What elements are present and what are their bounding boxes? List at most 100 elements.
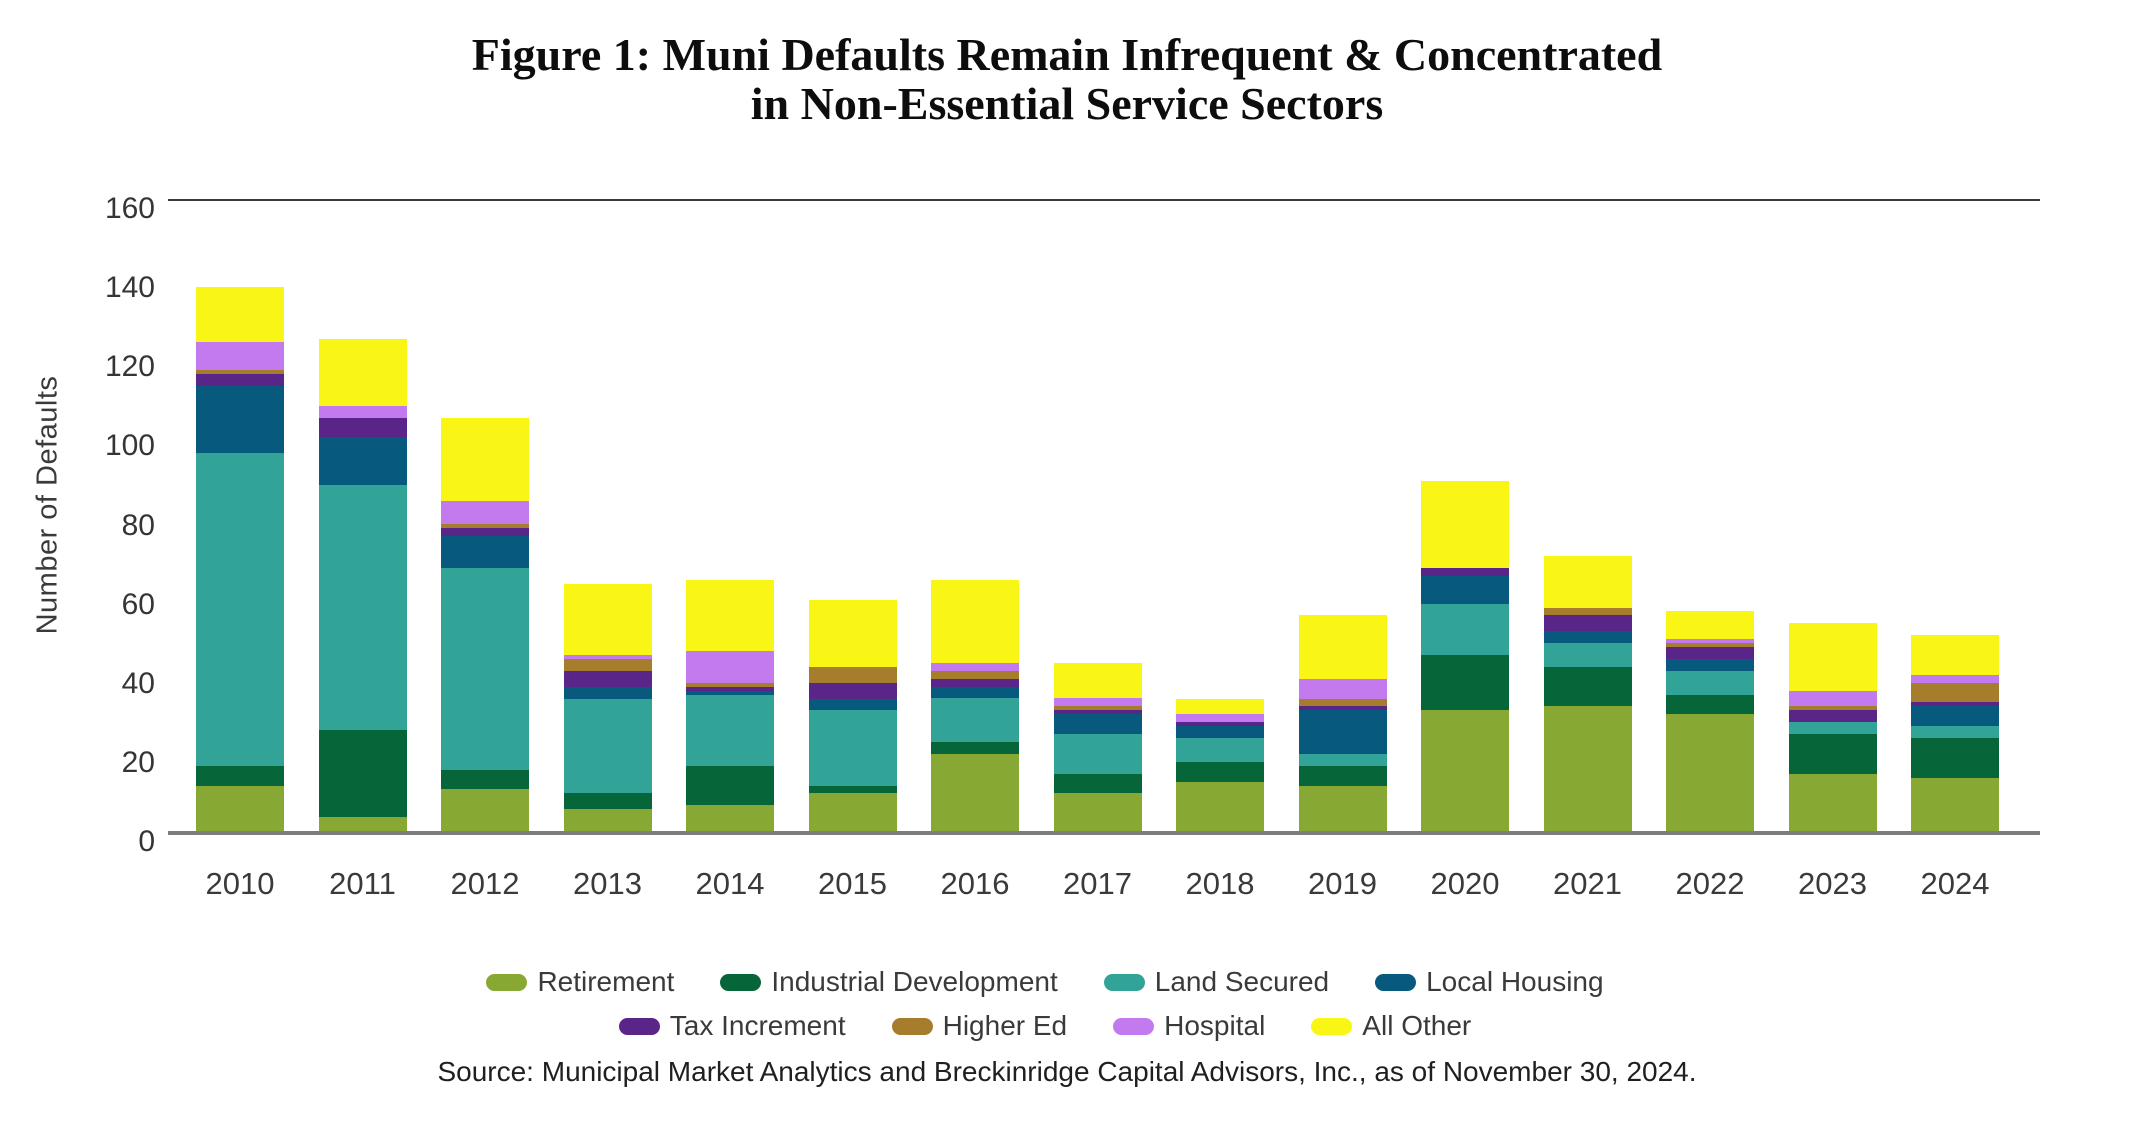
segment-hospital-2018: [1176, 714, 1264, 723]
segment-tax-increment-2015: [808, 682, 897, 699]
chart-title-line2: in Non-Essential Service Sectors: [750, 78, 1384, 129]
bar-2013: [563, 583, 652, 833]
segment-all-other-2018: [1176, 698, 1264, 715]
segment-tax-increment-2016: [931, 678, 1019, 687]
bar-2011: [318, 338, 407, 833]
legend-swatch-local-housing: [1375, 973, 1417, 991]
segment-hospital-2013: [563, 655, 652, 659]
segment-tax-increment-2010: [196, 374, 284, 386]
segment-local-housing-2014: [686, 690, 774, 695]
legend-label-land-secured: Land Secured: [1154, 966, 1330, 997]
segment-all-other-2017: [1053, 662, 1142, 699]
legend-swatch-tax-increment: [618, 1017, 660, 1035]
segment-industrial-development-2017: [1053, 773, 1142, 794]
legend-label-industrial-development: Industrial Development: [771, 966, 1058, 997]
segment-all-other-2010: [196, 287, 284, 343]
segment-land-secured-2016: [931, 698, 1019, 742]
segment-higher-ed-2012: [441, 524, 529, 529]
x-label-2010: 2010: [205, 866, 275, 901]
legend-label-all-other: All Other: [1362, 1010, 1472, 1041]
segment-higher-ed-2013: [563, 658, 652, 671]
x-label-2015: 2015: [818, 866, 887, 901]
segment-hospital-2019: [1298, 678, 1387, 699]
legend-item-local-housing: Local Housing: [1375, 966, 1604, 998]
segment-tax-increment-2012: [441, 528, 529, 537]
segment-higher-ed-2024: [1911, 682, 1999, 703]
segment-local-housing-2018: [1176, 726, 1264, 739]
legend-swatch-industrial-development: [720, 973, 762, 991]
segment-local-housing-2024: [1911, 706, 1999, 727]
segment-all-other-2019: [1298, 615, 1387, 679]
legend-swatch-retirement: [486, 973, 528, 991]
segment-higher-ed-2022: [1666, 643, 1754, 648]
bar-2012: [441, 417, 529, 833]
segment-tax-increment-2023: [1788, 710, 1877, 723]
legend-label-retirement: Retirement: [537, 966, 675, 997]
bar-2014: [686, 579, 774, 833]
segment-tax-increment-2011: [318, 417, 407, 438]
segment-land-secured-2011: [318, 484, 407, 731]
segment-tax-increment-2021: [1543, 615, 1632, 632]
segment-hospital-2014: [686, 651, 774, 683]
segment-land-secured-2020: [1421, 603, 1509, 655]
segment-higher-ed-2023: [1788, 706, 1877, 711]
segment-retirement-2014: [686, 805, 774, 833]
bar-2019: [1298, 615, 1387, 833]
segment-all-other-2015: [808, 599, 897, 667]
x-label-2018: 2018: [1185, 866, 1255, 901]
x-label-2021: 2021: [1553, 866, 1622, 901]
segment-industrial-development-2020: [1421, 654, 1509, 711]
legend-swatch-higher-ed: [891, 1017, 933, 1035]
segment-land-secured-2017: [1053, 734, 1142, 774]
segment-retirement-2020: [1421, 710, 1509, 833]
segment-hospital-2017: [1053, 698, 1142, 707]
segment-all-other-2016: [931, 579, 1019, 663]
y-tick-40: 40: [121, 666, 155, 700]
bar-2017: [1053, 662, 1142, 833]
segment-local-housing-2019: [1298, 710, 1387, 754]
x-label-2023: 2023: [1798, 866, 1867, 901]
segment-industrial-development-2023: [1788, 734, 1877, 774]
segment-hospital-2024: [1911, 674, 1999, 683]
segment-local-housing-2020: [1421, 575, 1509, 604]
x-label-2016: 2016: [940, 866, 1010, 901]
segment-higher-ed-2014: [686, 682, 774, 687]
segment-industrial-development-2014: [686, 765, 774, 806]
legend-item-land-secured: Land Secured: [1103, 966, 1330, 998]
segment-retirement-2024: [1911, 777, 1999, 833]
segment-hospital-2016: [931, 662, 1019, 671]
segment-land-secured-2015: [808, 710, 897, 786]
segment-local-housing-2017: [1053, 714, 1142, 735]
x-label-2011: 2011: [329, 866, 396, 901]
segment-tax-increment-2014: [686, 686, 774, 691]
y-tick-140: 140: [104, 271, 155, 305]
segment-retirement-2023: [1788, 773, 1877, 833]
bar-2024: [1911, 635, 1999, 833]
y-tick-120: 120: [104, 350, 155, 384]
segment-hospital-2023: [1788, 690, 1877, 707]
segment-higher-ed-2015: [808, 666, 897, 683]
segment-hospital-2011: [318, 405, 407, 418]
segment-land-secured-2022: [1666, 670, 1754, 695]
segment-all-other-2020: [1421, 480, 1509, 568]
segment-tax-increment-2018: [1176, 722, 1264, 727]
legend-row-2: Tax Increment Higher Ed Hospital All Other: [0, 1010, 2090, 1042]
legend-item-tax-increment: Tax Increment: [618, 1010, 846, 1042]
legend-item-hospital: Hospital: [1113, 1010, 1265, 1042]
chart-title: Figure 1: Muni Defaults Remain Infrequen…: [0, 30, 2134, 128]
segment-tax-increment-2013: [563, 670, 652, 687]
bar-2016: [931, 579, 1019, 833]
y-tick-100: 100: [104, 429, 155, 463]
legend-label-hospital: Hospital: [1164, 1010, 1266, 1041]
x-label-2012: 2012: [450, 866, 520, 901]
bar-2015: [808, 599, 897, 833]
segment-land-secured-2018: [1176, 738, 1264, 762]
segment-industrial-development-2016: [931, 742, 1019, 754]
segment-tax-increment-2024: [1911, 702, 1999, 707]
legend-label-local-housing: Local Housing: [1426, 966, 1604, 997]
segment-local-housing-2022: [1666, 658, 1754, 671]
segment-higher-ed-2019: [1298, 698, 1387, 707]
segment-retirement-2021: [1543, 706, 1632, 833]
segment-local-housing-2015: [808, 698, 897, 711]
x-label-2017: 2017: [1063, 866, 1132, 901]
